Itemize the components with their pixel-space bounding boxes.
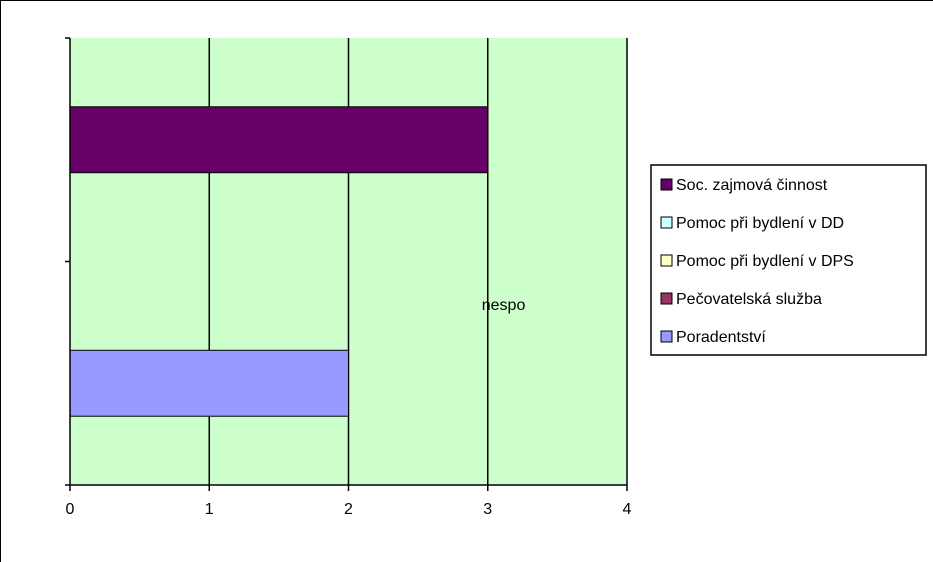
bars <box>69 106 489 417</box>
bar-top-series-4 <box>69 106 489 174</box>
annotation-label: nespo <box>482 297 526 314</box>
x-tick-label-3: 3 <box>483 501 492 518</box>
legend-label-1: Pomoc při bydlení v DD <box>676 215 844 232</box>
legend-swatch-3 <box>660 292 673 305</box>
x-tick-label-1: 1 <box>205 501 214 518</box>
legend-swatch-2 <box>660 254 673 267</box>
x-axis-ticks: 0 1 2 3 4 <box>66 485 632 518</box>
legend-label-2: Pomoc při bydlení v DPS <box>676 253 854 270</box>
legend-label-4: Poradentství <box>676 329 766 346</box>
legend-swatch-1 <box>660 216 673 229</box>
legend-swatch-0 <box>660 178 673 191</box>
legend-box <box>650 164 927 356</box>
legend-label-0: Soc. zajmová činnost <box>676 177 828 194</box>
annotations: nespo <box>482 297 526 314</box>
legend-swatch-4 <box>660 330 673 343</box>
x-tick-label-2: 2 <box>344 501 353 518</box>
bar-bottom-series-0 <box>69 349 349 417</box>
x-tick-label-4: 4 <box>623 501 632 518</box>
legend-label-3: Pečovatelská služba <box>676 291 822 308</box>
x-tick-label-0: 0 <box>66 501 75 518</box>
legend: Soc. zajmová činnost Pomoc při bydlení v … <box>650 164 927 356</box>
